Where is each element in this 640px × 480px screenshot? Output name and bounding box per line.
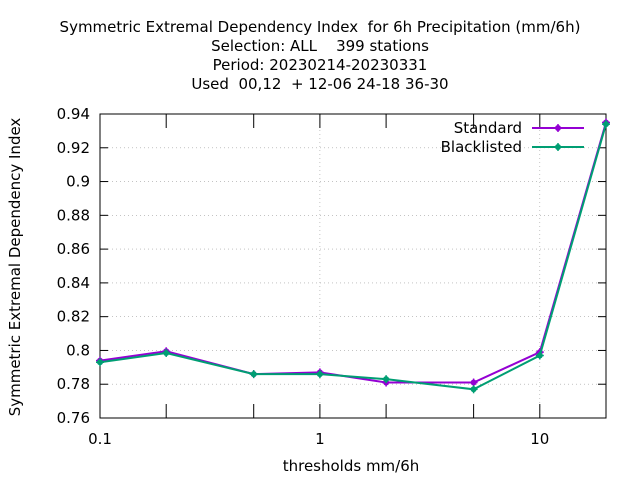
grid: [100, 114, 606, 418]
legend-marker: [554, 124, 562, 132]
title-line-3: Period: 20230214-20230331: [212, 56, 428, 74]
data-point-blacklisted: [249, 370, 258, 379]
series-group: [96, 118, 610, 394]
y-axis-label: Symmetric Extremal Dependency Index: [6, 118, 24, 417]
data-point-blacklisted: [602, 120, 610, 129]
y-tick-label: 0.88: [57, 206, 90, 224]
y-tick-label: 0.86: [57, 240, 90, 258]
title-line-2: Selection: ALL 399 stations: [211, 37, 429, 55]
data-point-blacklisted: [382, 375, 391, 384]
title-line-4: Used 00,12 + 12-06 24-18 36-30: [191, 75, 449, 93]
x-tick-label: 10: [530, 430, 549, 448]
y-tick-label: 0.82: [57, 308, 90, 326]
title-line-1: Symmetric Extremal Dependency Index for …: [59, 18, 581, 36]
y-tick-label: 0.94: [57, 105, 90, 123]
series-line-standard: [99, 122, 607, 384]
x-axis-label: thresholds mm/6h: [283, 457, 420, 475]
y-tick-label: 0.8: [66, 341, 90, 359]
data-point-blacklisted: [315, 370, 324, 379]
axis-ticks: 0.76 0.78 0.8 0.82 0.84 0.86 0.88 0.9 0.92 0.94 0.…: [57, 105, 606, 448]
y-tick-label: 0.76: [57, 409, 90, 427]
data-point-standard: [469, 378, 478, 387]
y-tick-label: 0.84: [57, 274, 90, 292]
data-point-blacklisted: [162, 348, 171, 357]
data-point-blacklisted: [535, 351, 544, 360]
legend-marker: [554, 143, 562, 151]
y-tick-label: 0.9: [66, 173, 90, 191]
x-tick-label: 1: [315, 430, 325, 448]
y-tick-label: 0.92: [57, 139, 90, 157]
legend-label: Standard: [454, 119, 522, 137]
data-point-blacklisted: [96, 358, 104, 367]
series-line-blacklisted: [99, 123, 607, 391]
y-tick-label: 0.78: [57, 375, 90, 393]
legend-label: Blacklisted: [441, 138, 522, 156]
plot-frame: [99, 113, 607, 419]
x-tick-label: 0.1: [88, 430, 112, 448]
data-point-blacklisted: [469, 385, 478, 394]
